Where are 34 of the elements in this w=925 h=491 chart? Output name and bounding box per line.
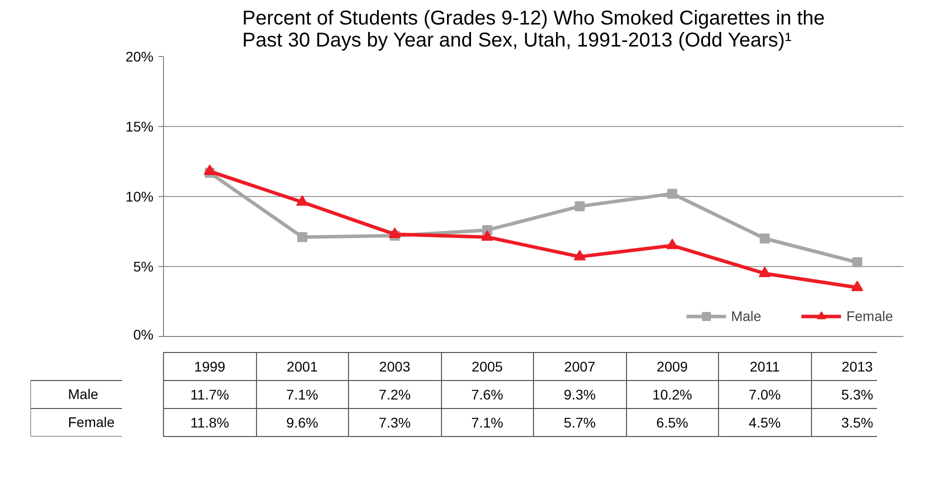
x-tick-label: 2005 [472, 358, 504, 374]
x-tick-label: 2009 [656, 358, 688, 374]
x-tick-label: 2001 [286, 358, 318, 374]
text: Male [68, 386, 98, 402]
data-label: 9.6% [286, 414, 318, 430]
x-tick-label: 2013 [842, 358, 874, 374]
x-tick-label: 2011 [750, 358, 780, 374]
data-label: 7.6% [471, 386, 504, 402]
y-tick-label: 15% [125, 118, 154, 134]
x-tick-label: 1999 [194, 358, 226, 374]
data-label: 7.1% [471, 414, 504, 430]
data-label: 6.5% [656, 414, 688, 430]
data-label: 9.3% [564, 386, 596, 402]
text: Female [68, 414, 115, 430]
data-label: 5.3% [841, 386, 874, 402]
data-label: 7.2% [378, 386, 411, 402]
data-label: 11.8% [190, 414, 230, 430]
data-label: 11.7% [190, 386, 230, 402]
y-tick-label: 5% [133, 258, 154, 274]
data-label: 7.1% [286, 386, 318, 402]
legend-label: Female [846, 308, 893, 324]
data-label: 5.7% [564, 414, 596, 430]
y-tick-label: 0% [133, 326, 154, 342]
data-label: 4.5% [748, 414, 781, 430]
data-label: 3.5% [841, 414, 874, 430]
x-tick-label: 2007 [564, 358, 596, 374]
data-label: 7.3% [378, 414, 411, 430]
data-label: 7.0% [748, 386, 781, 402]
data-label: 10.2% [652, 386, 692, 402]
chart-title: Percent of Students (Grades 9-12) Who Smoked Cigarettes in the Past 30 Days by Year and Sex, Utah, 1991-2013 (Odd Years)¹ [242, 8, 825, 52]
y-tick-label: 20% [125, 48, 154, 64]
y-tick-label: 10% [125, 188, 154, 204]
x-tick-label: 2003 [379, 358, 411, 374]
legend-label: Male [730, 308, 762, 324]
